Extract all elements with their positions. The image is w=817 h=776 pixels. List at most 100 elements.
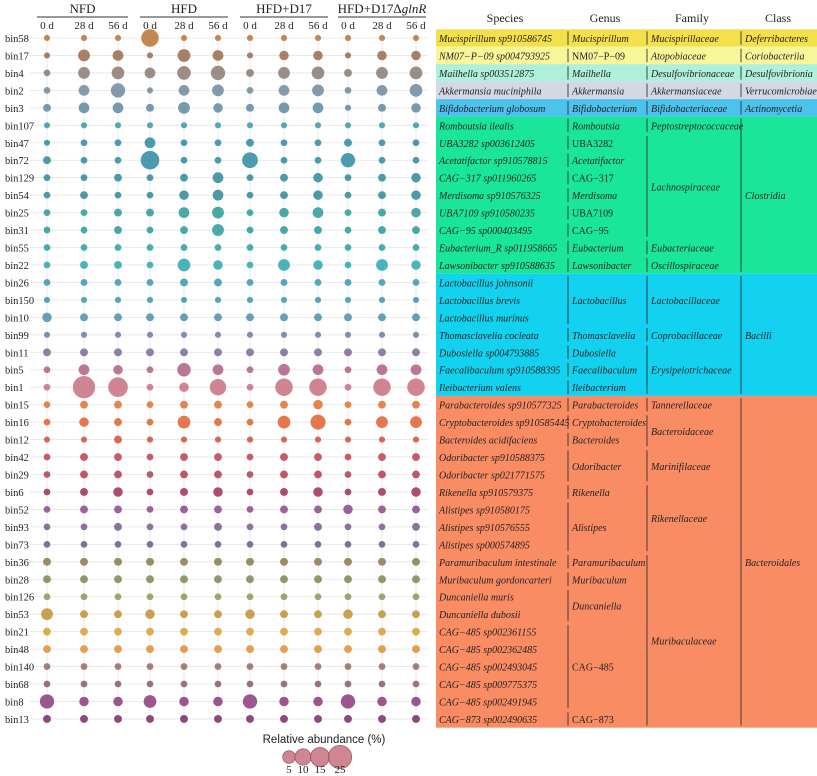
bin-label: bin72 — [5, 156, 29, 167]
abundance-bubble — [80, 400, 88, 409]
abundance-bubble — [213, 260, 223, 270]
abundance-bubble — [344, 645, 352, 654]
abundance-bubble — [279, 50, 289, 61]
abundance-bubble — [378, 593, 386, 601]
abundance-bubble — [313, 50, 323, 61]
abundance-bubble — [43, 506, 51, 513]
abundance-bubble — [314, 348, 322, 357]
abundance-bubble — [180, 714, 188, 723]
abundance-bubble — [214, 663, 222, 670]
abundance-bubble — [280, 436, 288, 443]
abundance-bubble — [146, 540, 154, 548]
abundance-bubble — [378, 400, 386, 409]
species-label: Romboutsia ilealis — [438, 121, 514, 132]
abundance-bubble — [313, 487, 323, 497]
abundance-bubble — [280, 453, 288, 461]
species-label: NM07−P−09 sp004793925 — [438, 51, 550, 62]
abundance-bubble — [313, 172, 323, 183]
abundance-bubble — [178, 101, 190, 114]
genus-label: Parabacteroides — [571, 401, 638, 412]
abundance-bubble — [214, 139, 222, 147]
class-label: Bacilli — [745, 331, 772, 342]
abundance-bubble — [344, 279, 352, 286]
abundance-bubble — [376, 259, 388, 271]
abundance-bubble — [146, 226, 154, 234]
abundance-bubble — [146, 52, 154, 59]
abundance-bubble — [146, 663, 154, 670]
species-label: CAG−485 sp002361155 — [439, 628, 536, 639]
abundance-bubble — [280, 226, 288, 235]
abundance-bubble — [79, 696, 89, 707]
abundance-bubble — [114, 208, 122, 217]
abundance-bubble — [313, 696, 323, 707]
abundance-bubble — [114, 173, 122, 182]
group-header: HFD+D17ΔglnR — [338, 1, 427, 16]
abundance-bubble — [146, 627, 154, 636]
abundance-bubble — [278, 85, 290, 96]
species-label: Alistipes sp910576555 — [438, 523, 530, 534]
abundance-bubble — [114, 470, 122, 479]
abundance-bubble — [280, 645, 288, 654]
abundance-bubble — [80, 244, 88, 251]
abundance-bubble — [114, 296, 122, 303]
timepoint-label: 0 d — [143, 20, 157, 32]
abundance-bubble — [146, 296, 154, 303]
species-label: Faecalibaculum sp910588395 — [438, 366, 560, 377]
genus-label: Merdisoma — [571, 191, 617, 202]
abundance-bubble — [344, 226, 352, 234]
abundance-bubble — [246, 593, 254, 601]
genus-header: Genus — [590, 11, 621, 25]
abundance-bubble — [344, 244, 352, 251]
abundance-bubble — [344, 383, 352, 391]
abundance-bubble — [373, 378, 391, 396]
abundance-bubble — [412, 156, 420, 164]
legend-title: Relative abundance (%) — [263, 734, 386, 746]
group-header-label: HFD — [171, 1, 197, 16]
abundance-bubble — [412, 436, 420, 443]
abundance-bubble — [344, 627, 352, 636]
abundance-bubble — [114, 348, 122, 357]
abundance-bubble — [80, 174, 88, 182]
abundance-bubble — [280, 331, 288, 338]
abundance-bubble — [114, 505, 122, 514]
abundance-bubble — [280, 680, 288, 688]
genus-label: CAG−873 — [572, 715, 614, 726]
genus-label: Dubosiella — [571, 348, 616, 359]
species-label: Alistipes sp910580175 — [438, 505, 530, 516]
species-label: Cryptobacteroides sp910585445 — [439, 418, 569, 429]
abundance-bubble — [246, 226, 254, 234]
abundance-bubble — [43, 663, 51, 670]
abundance-bubble — [343, 609, 353, 619]
abundance-bubble — [246, 52, 254, 59]
abundance-bubble — [378, 331, 386, 338]
species-label: Mucispirillum sp910586745 — [438, 34, 552, 45]
abundance-bubble — [114, 663, 122, 670]
abundance-bubble — [340, 694, 356, 709]
class-header: Class — [765, 11, 791, 25]
family-label: Tannerellaceae — [651, 401, 712, 412]
abundance-bubble — [43, 627, 51, 636]
abundance-bubble — [41, 608, 53, 621]
abundance-bubble — [280, 34, 288, 42]
family-label: Rikenellaceae — [650, 514, 708, 525]
abundance-bubble — [280, 348, 288, 357]
bin-label: bin73 — [5, 540, 29, 551]
abundance-bubble — [146, 506, 154, 513]
abundance-bubble — [80, 540, 88, 548]
abundance-bubble — [114, 331, 122, 338]
abundance-bubble — [314, 244, 322, 251]
abundance-bubble — [214, 331, 222, 338]
abundance-bubble — [344, 418, 352, 426]
bin-label: bin16 — [5, 418, 29, 429]
abundance-bubble — [80, 627, 88, 636]
abundance-bubble — [114, 226, 122, 235]
abundance-bubble — [312, 102, 324, 114]
abundance-bubble — [312, 207, 324, 218]
abundance-bubble — [378, 348, 386, 357]
abundance-bubble — [114, 575, 122, 584]
species-label: Lactobacillus johnsonii — [438, 278, 533, 289]
abundance-bubble — [43, 156, 51, 165]
abundance-bubble — [344, 87, 352, 94]
abundance-bubble — [114, 435, 122, 444]
abundance-bubble — [114, 400, 122, 409]
